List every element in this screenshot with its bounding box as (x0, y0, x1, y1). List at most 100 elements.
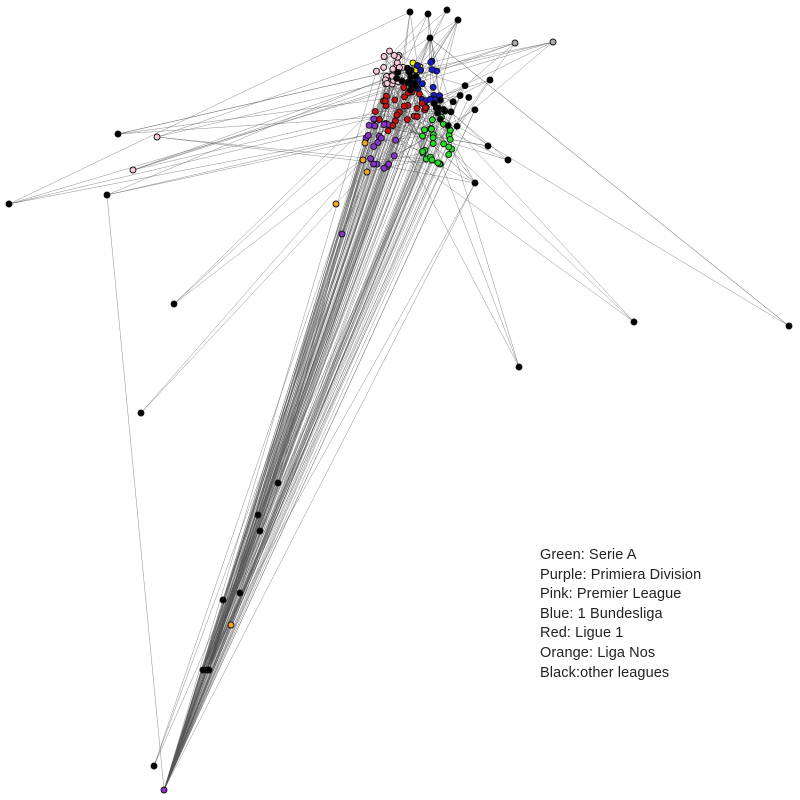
node-other (103, 191, 111, 199)
node-primera (380, 164, 388, 172)
edge (208, 111, 400, 671)
node-serie-a (429, 140, 437, 147)
node-primera (380, 121, 388, 129)
edge (385, 19, 459, 106)
edge (239, 119, 408, 594)
node-serie-a (428, 156, 436, 164)
edge (156, 55, 395, 138)
edge (8, 103, 435, 205)
edge (415, 85, 635, 323)
edge (163, 109, 476, 791)
edge (163, 106, 405, 791)
legend-entry-liga-nos: Orange: Liga Nos (540, 644, 656, 661)
edge (156, 41, 554, 138)
edge (208, 119, 375, 671)
node-other (515, 363, 523, 371)
edge (381, 137, 635, 323)
edge (163, 182, 476, 791)
node-primera (371, 122, 379, 130)
edge (163, 117, 442, 791)
node-primera (160, 786, 168, 794)
edge (163, 152, 424, 791)
legend: Green: Serie A Purple: Primiera Division… (540, 546, 701, 683)
node-ligue1 (384, 127, 392, 135)
node-other (454, 16, 462, 24)
node-other (137, 409, 145, 417)
node-primera (377, 134, 385, 142)
edge (163, 154, 449, 791)
node-other (630, 318, 638, 326)
edge (449, 139, 520, 368)
node-serie-a (429, 134, 437, 142)
edge (163, 116, 418, 791)
node-premier (386, 47, 393, 55)
edge (106, 135, 380, 196)
node-serie-a (428, 125, 435, 133)
edge (239, 83, 388, 594)
edge (386, 76, 452, 150)
edge (394, 9, 448, 56)
node-other (411, 79, 419, 87)
edge (411, 84, 520, 368)
node-primera (370, 143, 378, 151)
edge (392, 125, 520, 368)
node-other (205, 666, 213, 674)
edge (394, 134, 434, 156)
edge (163, 109, 425, 791)
edge (206, 116, 418, 671)
node-primera (338, 230, 346, 238)
edge (8, 41, 554, 205)
node-grey (549, 38, 557, 46)
node-other (447, 108, 455, 116)
edge (449, 79, 491, 140)
node-liga-nos (332, 200, 340, 208)
edge (376, 19, 459, 72)
node-other (426, 34, 434, 42)
node-serie-a (446, 135, 454, 143)
edge (257, 137, 434, 516)
edge (163, 87, 405, 791)
node-bundesliga (426, 95, 434, 103)
edge (153, 83, 388, 767)
node-other (394, 68, 402, 76)
node-other (5, 200, 13, 208)
node-serie-a (419, 132, 426, 140)
node-bundesliga (417, 66, 425, 74)
node-bundesliga (413, 62, 421, 69)
node-liga-nos (227, 621, 235, 629)
edge (383, 100, 432, 129)
node-ligue1 (413, 113, 421, 120)
node-liga-nos (359, 156, 367, 164)
edge (375, 111, 451, 140)
edge (259, 55, 400, 532)
legend-entry-serie-a: Green: Serie A (540, 547, 637, 563)
edge (277, 67, 384, 484)
node-liga-nos (361, 139, 369, 147)
node-serie-a (434, 159, 442, 167)
node-primera (370, 115, 378, 123)
edge (163, 143, 444, 791)
edge (156, 136, 389, 165)
node-other (236, 589, 244, 597)
edge (429, 37, 790, 327)
node-primera (365, 121, 373, 129)
edge (206, 96, 405, 671)
node-serie-a (440, 140, 448, 148)
node-other (444, 122, 452, 130)
node-other (456, 92, 464, 99)
edge (163, 71, 377, 791)
node-ligue1 (381, 97, 389, 105)
node-bundesliga (428, 66, 436, 74)
node-primera (367, 155, 375, 163)
edge (208, 85, 466, 671)
node-other (219, 596, 227, 604)
legend-entry-bundesliga: Blue: 1 Bundesliga (540, 605, 663, 622)
node-other (484, 142, 492, 150)
edge (259, 109, 444, 532)
legend-entry-ligue-1: Red: Ligue 1 (540, 625, 624, 642)
edge (390, 76, 424, 154)
node-other (486, 76, 494, 84)
node-other (440, 106, 447, 113)
node-layer (5, 6, 793, 794)
node-serie-a (445, 151, 453, 159)
